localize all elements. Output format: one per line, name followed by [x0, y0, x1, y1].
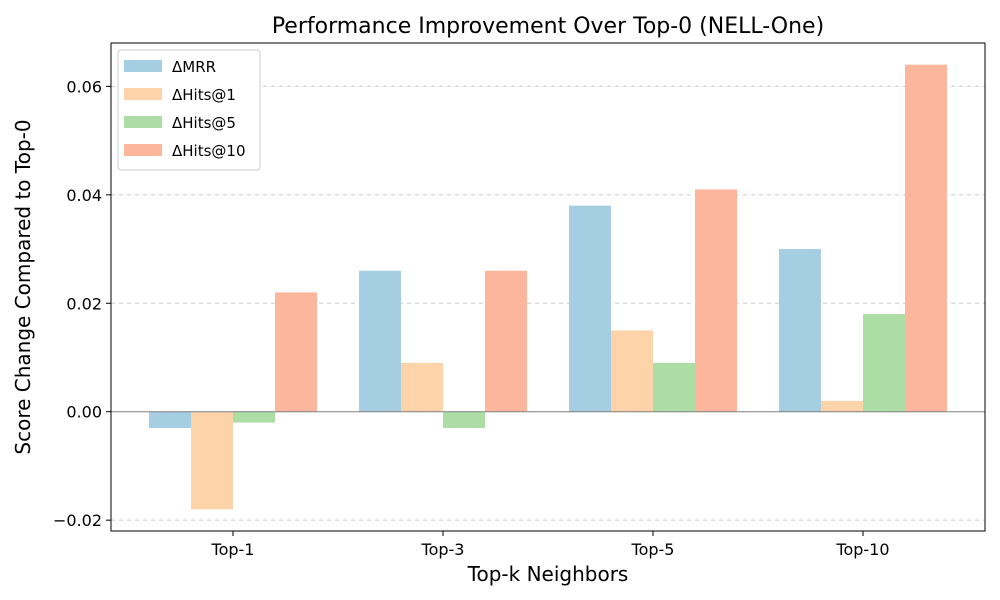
bar: [821, 400, 863, 412]
x-tick-label: Top-3: [421, 540, 465, 559]
legend-label: ΔHits@10: [172, 142, 246, 160]
legend-label: ΔMRR: [172, 58, 216, 76]
legend-swatch: [124, 116, 162, 128]
bar: [611, 330, 653, 412]
bar: [905, 64, 947, 412]
legend: ΔMRR ΔHits@1 ΔHits@5 ΔHits@10: [117, 49, 261, 171]
plot-frame: [110, 42, 986, 532]
chart-title: Performance Improvement Over Top-0 (NELL…: [272, 14, 824, 39]
y-tick-label: −0.02: [53, 511, 102, 530]
bar: [863, 314, 905, 412]
y-tick-label: 0.00: [66, 403, 102, 422]
y-axis-ticks: −0.02 0.00 0.02 0.04 0.06: [53, 77, 111, 530]
bar: [359, 270, 401, 412]
bar: [275, 292, 317, 412]
y-tick-label: 0.06: [66, 77, 102, 96]
bar: [695, 189, 737, 412]
bar: [191, 411, 233, 510]
bar: [401, 362, 443, 412]
y-axis-label: Score Change Compared to Top-0: [11, 119, 35, 454]
y-tick-label: 0.02: [66, 294, 102, 313]
x-tick-label: Top-5: [631, 540, 675, 559]
y-tick-label: 0.04: [66, 186, 102, 205]
bar: [485, 270, 527, 412]
bar: [149, 411, 191, 428]
legend-label: ΔHits@5: [172, 114, 236, 132]
x-axis-ticks: Top-1 Top-3 Top-5 Top-10: [211, 531, 890, 559]
legend-swatch: [124, 60, 162, 72]
legend-box: [117, 49, 261, 171]
bar: [569, 205, 611, 412]
bar: [233, 411, 275, 423]
legend-label: ΔHits@1: [172, 86, 236, 104]
bar: [443, 411, 485, 428]
legend-swatch: [124, 88, 162, 100]
bar: [653, 362, 695, 412]
bar: [779, 249, 821, 412]
x-tick-label: Top-10: [835, 540, 889, 559]
legend-swatch: [124, 144, 162, 156]
x-tick-label: Top-1: [211, 540, 255, 559]
bars: [149, 64, 947, 510]
x-axis-label: Top-k Neighbors: [467, 562, 629, 586]
